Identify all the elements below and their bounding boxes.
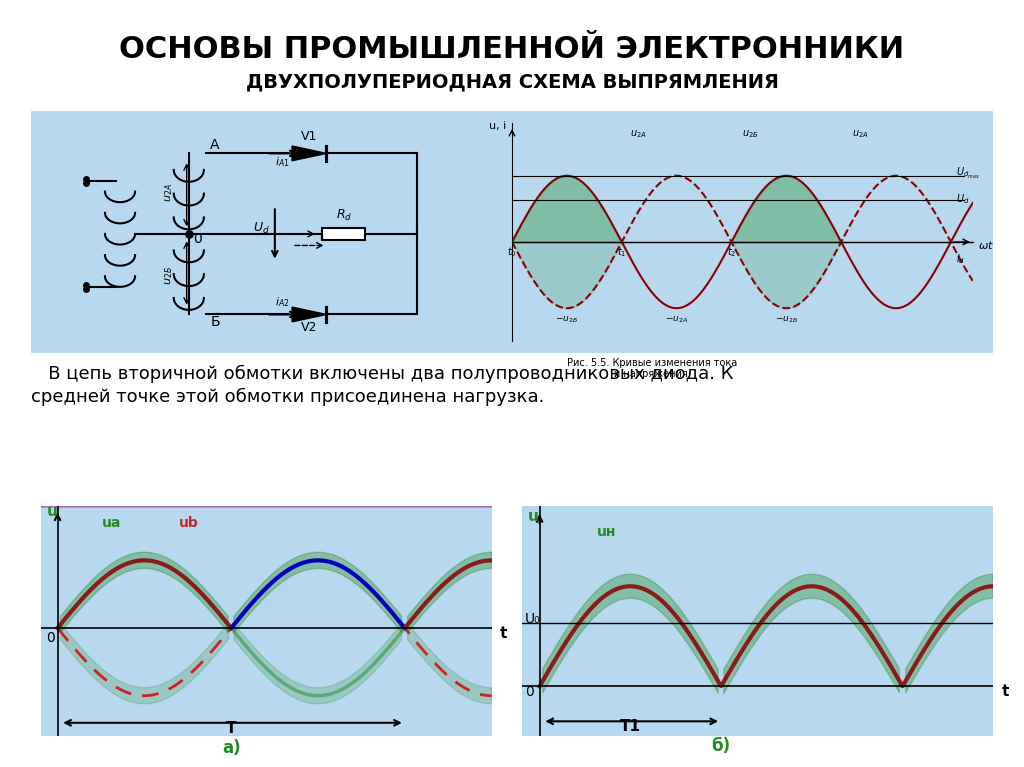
Text: ДВУХПОЛУПЕРИОДНАЯ СХЕМА ВЫПРЯМЛЕНИЯ: ДВУХПОЛУПЕРИОДНАЯ СХЕМА ВЫПРЯМЛЕНИЯ — [246, 73, 778, 92]
Text: u, i: u, i — [489, 121, 507, 131]
Text: 0: 0 — [46, 630, 55, 644]
FancyBboxPatch shape — [22, 109, 1002, 355]
Text: $-u_{2A}$: $-u_{2A}$ — [665, 314, 688, 325]
Text: $-u_{2Б}$: $-u_{2Б}$ — [555, 314, 579, 325]
Text: $u_{2A}$: $u_{2A}$ — [163, 183, 175, 202]
Text: средней точке этой обмотки присоединена нагрузка.: средней точке этой обмотки присоединена … — [31, 387, 544, 406]
Text: $I_d$: $I_d$ — [956, 252, 966, 265]
Text: uн: uн — [597, 525, 616, 539]
Text: 0: 0 — [525, 685, 534, 700]
Text: Рис. 5.5. Кривые изменения тока
               и напряжения: Рис. 5.5. Кривые изменения тока и напряж… — [567, 358, 737, 380]
Text: $-u_{2Б}$: $-u_{2Б}$ — [774, 314, 798, 325]
Text: u: u — [528, 509, 539, 524]
Text: $U_{d_{max}}$: $U_{d_{max}}$ — [956, 166, 980, 181]
Text: $u_{2Б}$: $u_{2Б}$ — [163, 266, 175, 285]
FancyBboxPatch shape — [11, 53, 1013, 113]
Bar — [323, 229, 366, 239]
Text: u: u — [46, 505, 57, 519]
Text: $u_{2A}$: $u_{2A}$ — [631, 128, 647, 140]
Text: ub: ub — [179, 515, 199, 529]
Text: ua: ua — [101, 515, 121, 529]
Text: $\omega t$: $\omega t$ — [978, 239, 994, 251]
Text: а): а) — [222, 739, 241, 757]
Text: $u_{2A}$: $u_{2A}$ — [852, 128, 868, 140]
Text: $U_d$: $U_d$ — [253, 221, 270, 235]
Text: $U_d$: $U_d$ — [956, 193, 970, 206]
Text: 0: 0 — [194, 232, 202, 246]
Polygon shape — [292, 307, 327, 322]
Text: Б: Б — [210, 315, 220, 329]
Text: $t_2$: $t_2$ — [727, 245, 736, 259]
Text: T1: T1 — [620, 719, 641, 734]
Text: $R_d$: $R_d$ — [336, 208, 352, 223]
Text: $t_0$: $t_0$ — [507, 245, 517, 259]
Text: U₀: U₀ — [525, 611, 541, 626]
Text: t: t — [1001, 684, 1010, 700]
Text: $i_{A2}$: $i_{A2}$ — [274, 295, 290, 309]
Text: V2: V2 — [301, 321, 317, 334]
Text: $i_{A1}$: $i_{A1}$ — [274, 155, 290, 169]
Text: б): б) — [712, 737, 730, 755]
Text: В цепь вторичной обмотки включены два полупроводниковых диода. К: В цепь вторичной обмотки включены два по… — [31, 364, 733, 383]
Text: t: t — [500, 626, 507, 641]
Text: $t_1$: $t_1$ — [617, 245, 627, 259]
Text: T: T — [226, 721, 237, 736]
Text: $u_{2Б}$: $u_{2Б}$ — [742, 128, 759, 140]
Text: A: A — [210, 138, 220, 152]
Polygon shape — [292, 146, 327, 161]
Text: V1: V1 — [301, 130, 317, 143]
Text: ОСНОВЫ ПРОМЫШЛЕННОЙ ЭЛЕКТРОННИКИ: ОСНОВЫ ПРОМЫШЛЕННОЙ ЭЛЕКТРОННИКИ — [120, 35, 904, 64]
